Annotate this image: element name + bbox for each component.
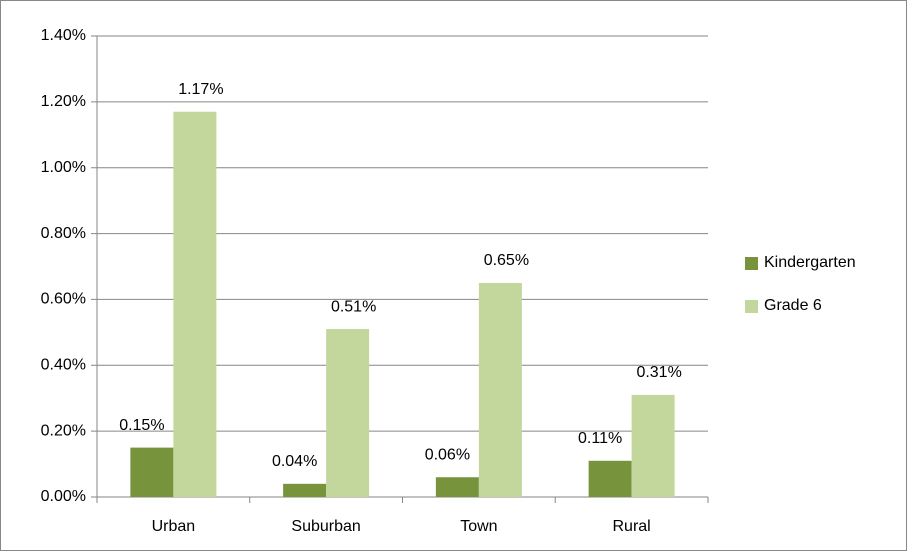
value-label: 0.65%	[484, 252, 529, 269]
bar	[283, 483, 327, 497]
legend-label: Grade 6	[764, 297, 822, 314]
x-tick-label: Suburban	[291, 518, 360, 535]
bar	[326, 329, 370, 497]
value-label: 1.17%	[178, 81, 223, 98]
y-tick-label: 0.00%	[41, 488, 86, 505]
y-tick-label: 0.80%	[41, 225, 86, 242]
y-tick-label: 1.20%	[41, 93, 86, 110]
value-label: 0.51%	[331, 298, 376, 315]
bar	[173, 111, 217, 497]
bar	[631, 394, 675, 497]
bar	[130, 447, 174, 497]
legend-swatch	[745, 300, 758, 313]
x-tick-label: Urban	[152, 518, 196, 535]
x-tick-label: Rural	[613, 518, 651, 535]
y-tick-label: 0.60%	[41, 291, 86, 308]
bar	[588, 460, 632, 497]
value-label: 0.31%	[636, 364, 681, 381]
y-tick-label: 0.20%	[41, 422, 86, 439]
value-label: 0.15%	[119, 417, 164, 434]
y-tick-label: 1.00%	[41, 159, 86, 176]
y-tick-label: 0.40%	[41, 357, 86, 374]
x-tick-label: Town	[460, 518, 497, 535]
value-label: 0.11%	[578, 430, 622, 447]
legend-label: Kindergarten	[764, 254, 856, 271]
legend-swatch	[745, 257, 758, 270]
value-label: 0.06%	[425, 446, 470, 463]
y-tick-label: 1.40%	[41, 27, 86, 44]
value-label: 0.04%	[272, 453, 317, 470]
bar	[435, 477, 479, 497]
bar	[478, 282, 522, 497]
